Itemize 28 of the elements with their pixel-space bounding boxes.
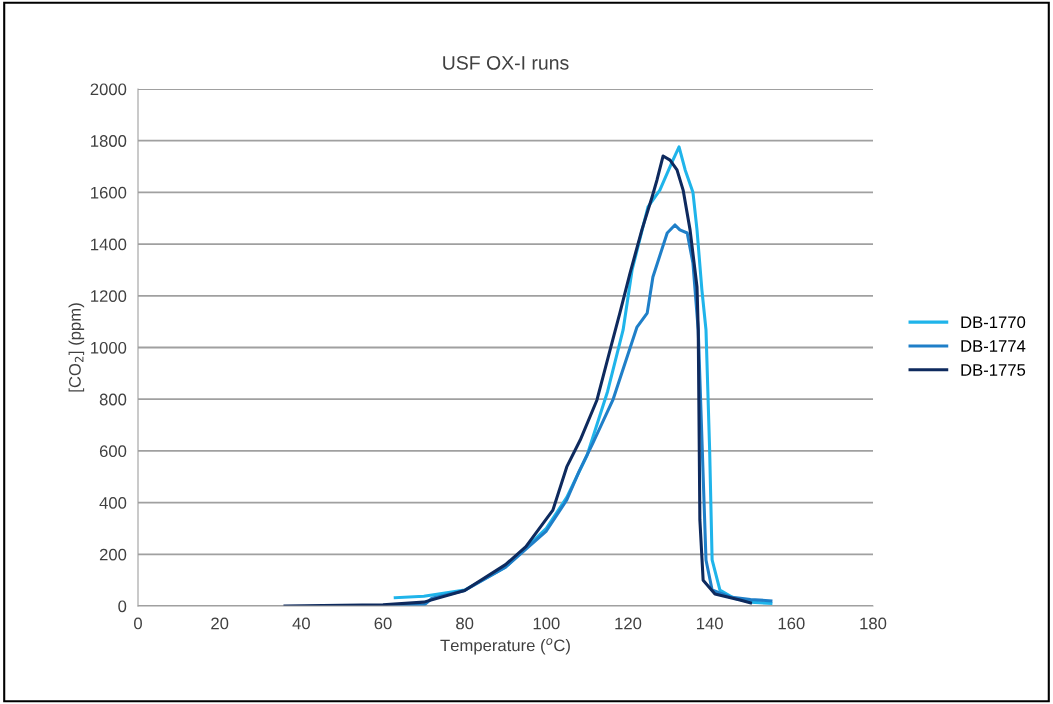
x-tick-label: 80 [456,617,474,630]
y-tick-label: 1800 [91,135,127,147]
y-tick-label: 1000 [91,341,127,354]
line-series [283,154,753,606]
legend-label: DB-1770 [961,316,1026,329]
y-tick-label: 2000 [90,83,127,96]
x-tick-label: 40 [292,617,310,630]
y-tick-label: 600 [99,445,127,458]
x-tick-label: 120 [615,617,642,630]
x-tick-label: 180 [860,617,887,630]
y-tick-label: 200 [99,548,127,561]
y-tick-label: 400 [99,497,127,509]
x-tick-label: 160 [778,617,805,630]
y-tick-label: 1200 [91,290,127,302]
y-tick-label: 800 [99,393,127,406]
x-tick-label: 0 [134,617,142,630]
y-tick-label: 1600 [91,186,127,199]
chart-title: USF OX-I runs [443,55,569,70]
x-tick-label: 140 [697,617,723,630]
y-tick-label: 1400 [91,238,127,251]
y-tick-label: 0 [118,600,127,613]
x-tick-label: 100 [533,617,560,630]
x-tick-label: 20 [211,617,229,630]
legend-label: DB-1775 [961,364,1026,376]
x-tick-label: 60 [374,617,392,630]
y-axis-title: [CO$_{2}$] (ppm) [68,303,85,392]
legend-label: DB-1774 [961,340,1026,352]
x-axis-title: Temperature ($^{o}$C) [440,638,570,655]
